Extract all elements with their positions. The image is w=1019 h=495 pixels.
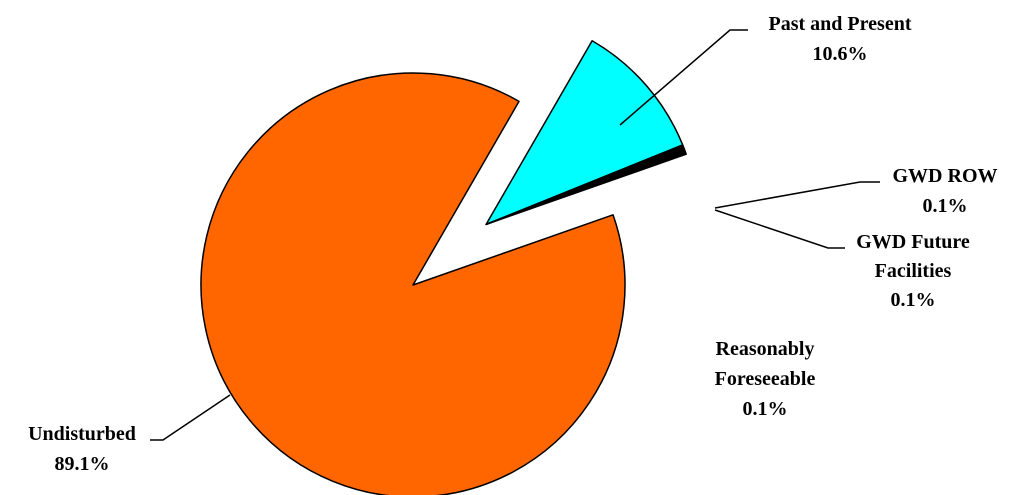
label-gwd-future-value: 0.1% [891,289,936,311]
label-reasonably-line2: Foreseeable [715,368,816,390]
label-reasonably-line1: Reasonably [716,338,815,360]
label-reasonably-value: 0.1% [743,398,788,420]
pie-slice-undisturbed [200,72,626,495]
leader-line-gwd-future-facilities [714,209,845,249]
label-undisturbed-value: 89.1% [55,453,110,475]
label-gwd-future-facilities: GWD Future Facilities 0.1% [856,231,970,311]
label-gwd-future-line1: GWD Future [856,231,970,253]
label-gwd-row-name: GWD ROW [893,165,998,187]
leader-lines [150,29,880,441]
label-past-and-present: Past and Present 10.6% [769,13,912,65]
label-past-and-present-name: Past and Present [769,13,912,35]
label-reasonably-foreseeable: Reasonably Foreseeable 0.1% [715,338,816,420]
label-undisturbed-name: Undisturbed [28,423,136,445]
leader-line-gwd-row [714,181,880,209]
leader-line-undisturbed [150,394,231,441]
leader-line-past-and-present [619,29,748,126]
label-gwd-row-value: 0.1% [923,195,968,217]
label-past-and-present-value: 10.6% [813,43,868,65]
pie-slice-reasonably-foreseeable [485,150,687,226]
pie-slice-past-and-present [485,40,684,226]
label-gwd-row: GWD ROW 0.1% [893,165,998,217]
label-gwd-future-line2: Facilities [875,260,952,282]
pie-slices [200,40,687,495]
label-undisturbed: Undisturbed 89.1% [28,423,136,475]
